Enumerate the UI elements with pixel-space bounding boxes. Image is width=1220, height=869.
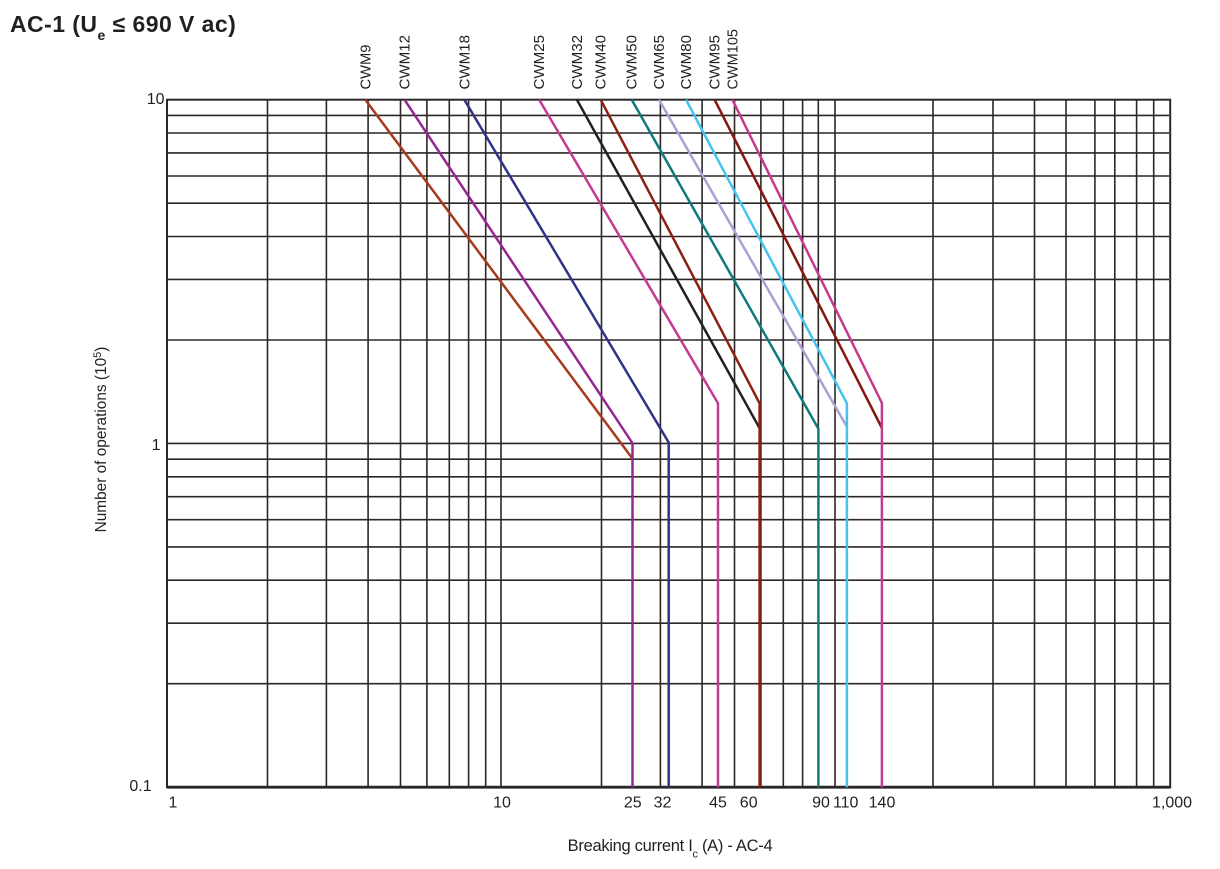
svg-text:0.1: 0.1 <box>129 778 151 795</box>
svg-text:Number of operations (105): Number of operations (105) <box>92 347 110 533</box>
svg-text:CWM80: CWM80 <box>678 35 695 90</box>
svg-text:32: 32 <box>654 794 672 811</box>
svg-text:90: 90 <box>812 794 830 811</box>
svg-text:1,000: 1,000 <box>1152 794 1192 811</box>
svg-text:10: 10 <box>493 794 511 811</box>
svg-text:CWM65: CWM65 <box>651 35 668 90</box>
svg-text:CWM32: CWM32 <box>569 35 586 90</box>
svg-text:110: 110 <box>833 794 859 811</box>
svg-text:CWM95: CWM95 <box>707 35 724 90</box>
svg-text:CWM40: CWM40 <box>593 35 610 90</box>
svg-text:1: 1 <box>168 794 177 811</box>
svg-text:CWM25: CWM25 <box>531 35 548 90</box>
svg-text:CWM9: CWM9 <box>357 45 374 90</box>
svg-text:CWM12: CWM12 <box>397 35 414 90</box>
svg-text:1: 1 <box>152 437 161 454</box>
svg-text:CWM105: CWM105 <box>724 29 741 90</box>
svg-text:60: 60 <box>740 794 758 811</box>
svg-text:Breaking current Ic (A) - AC-4: Breaking current Ic (A) - AC-4 <box>568 837 773 861</box>
svg-text:45: 45 <box>709 794 727 811</box>
svg-text:10: 10 <box>147 91 165 108</box>
svg-text:140: 140 <box>869 794 896 811</box>
svg-text:25: 25 <box>624 794 642 811</box>
svg-text:CWM18: CWM18 <box>456 35 473 90</box>
svg-text:CWM50: CWM50 <box>624 35 641 90</box>
